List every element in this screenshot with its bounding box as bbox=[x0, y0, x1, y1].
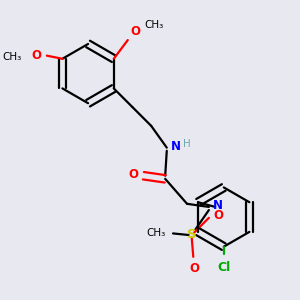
Text: O: O bbox=[128, 168, 138, 181]
Text: CH₃: CH₃ bbox=[146, 228, 165, 239]
Text: CH₃: CH₃ bbox=[3, 52, 22, 62]
Text: O: O bbox=[213, 209, 223, 222]
Text: Cl: Cl bbox=[217, 261, 230, 274]
Text: H: H bbox=[183, 139, 191, 149]
Text: N: N bbox=[170, 140, 181, 153]
Text: S: S bbox=[187, 229, 196, 242]
Text: O: O bbox=[130, 25, 140, 38]
Text: CH₃: CH₃ bbox=[144, 20, 163, 30]
Text: O: O bbox=[189, 262, 199, 275]
Text: N: N bbox=[213, 199, 223, 212]
Text: O: O bbox=[31, 49, 41, 62]
